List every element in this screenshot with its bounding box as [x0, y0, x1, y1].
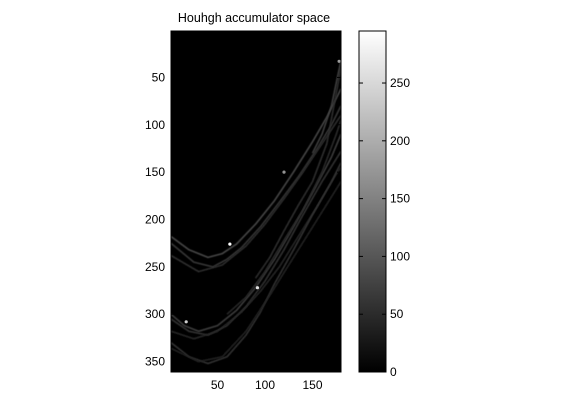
x-tick-label: 100	[255, 378, 275, 392]
y-axis: 50 100 150 200 250 300 350	[145, 70, 341, 369]
peak-4	[282, 170, 286, 174]
y-tick-label: 200	[145, 212, 165, 226]
plot-frame	[170, 30, 342, 373]
y-tick-label: 350	[145, 355, 165, 369]
y-tick-label: 50	[152, 70, 166, 84]
sinusoid-curve-2	[171, 105, 341, 268]
peak-5	[337, 59, 341, 63]
plot-area	[171, 31, 341, 372]
y-tick-label: 100	[145, 118, 165, 132]
accumulator-peaks	[184, 59, 341, 324]
chart-title: Houhgh accumulator space	[178, 11, 330, 25]
peak-3	[184, 320, 188, 324]
x-tick-label: 50	[211, 378, 225, 392]
x-tick-label: 150	[302, 378, 322, 392]
sinusoid-curve-9	[226, 119, 341, 315]
colorbar-tick-label: 150	[390, 192, 410, 206]
colorbar-tick-label: 100	[390, 249, 410, 263]
accumulator-curves	[171, 60, 341, 365]
colorbar-tick-label: 200	[390, 134, 410, 148]
x-axis: 50 100 150	[211, 31, 323, 392]
sinusoid-curve-8	[171, 181, 341, 363]
peak-1	[228, 242, 232, 246]
sinusoid-curve-11	[311, 60, 341, 154]
colorbar-axis: 0 50 100 150 200 250	[359, 76, 410, 379]
colorbar	[358, 30, 387, 373]
y-tick-label: 150	[145, 165, 165, 179]
colorbar-tick-label: 250	[390, 76, 410, 90]
colorbar-tick-label: 0	[390, 365, 397, 379]
sinusoid-curve-3	[171, 114, 341, 273]
y-tick-label: 300	[145, 307, 165, 321]
y-tick-label: 250	[145, 260, 165, 274]
sinusoid-curve-5	[171, 150, 341, 336]
sinusoid-curve-1	[171, 88, 341, 259]
sinusoid-curve-4	[171, 133, 341, 333]
sinusoid-curve-10	[254, 67, 341, 279]
peak-2	[255, 286, 260, 290]
colorbar-tick-label: 50	[390, 307, 404, 321]
